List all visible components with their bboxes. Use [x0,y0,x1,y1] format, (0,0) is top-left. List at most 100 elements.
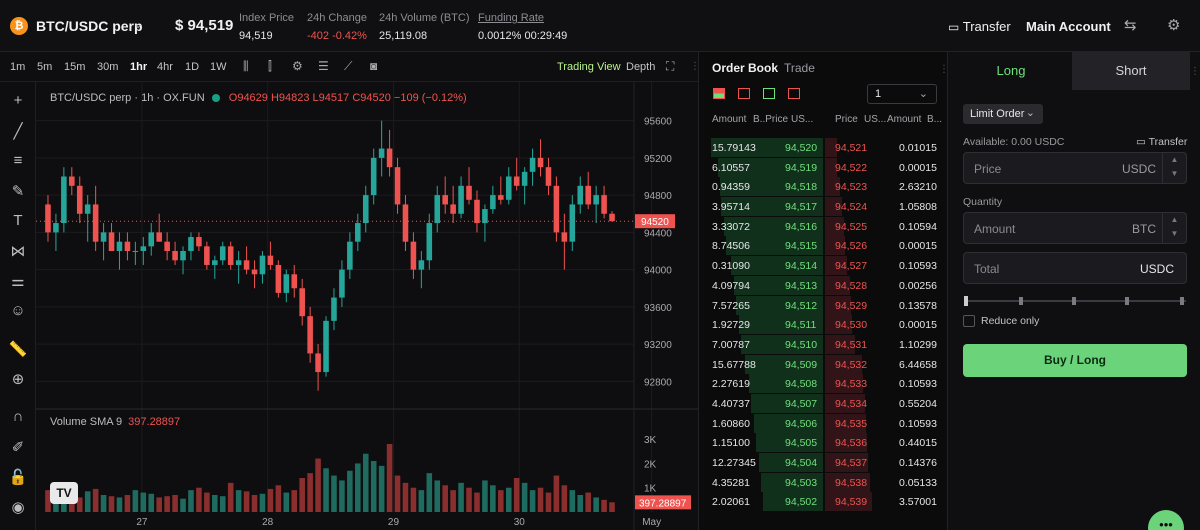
timeframe-1hr[interactable]: 1hr [130,61,148,73]
tradingview-logo: TV [50,482,78,504]
order-book-row[interactable]: 1.92729 94,511 94,530 0.00015 [699,315,949,335]
order-book-row[interactable]: 4.35281 94,503 94,538 0.05133 [699,472,949,493]
order-book-row[interactable]: 4.40737 94,507 94,534 0.55204 [699,393,949,414]
stat-label[interactable]: Funding Rate [478,12,545,24]
ask-price: 94,537 [835,457,868,469]
drag-handle-icon[interactable]: ⋮ [1190,66,1200,77]
prediction-icon[interactable]: ⚌ [11,273,25,290]
transfer-link[interactable]: ▭ Transfer [1136,136,1187,148]
order-book-row[interactable]: 0.94359 94,518 94,523 2.63210 [699,177,949,197]
slider-step[interactable] [1180,297,1184,305]
emoji-icon[interactable]: ☺ [10,302,26,319]
crosshair-icon[interactable]: + [13,92,23,109]
asks-only-icon[interactable] [738,88,751,99]
order-book-row[interactable]: 0.31090 94,514 94,527 0.10593 [699,256,949,276]
slider-handle[interactable] [964,296,968,306]
timeframe-1m[interactable]: 1m [10,61,26,73]
quantity-slider[interactable] [964,296,1186,306]
chat-icon[interactable]: ••• [1148,510,1184,530]
buy-long-button[interactable]: Buy / Long [963,344,1187,377]
slider-step[interactable] [1019,297,1023,305]
order-type-select[interactable]: Limit Order ⌄ [963,104,1043,124]
timeframe-15m[interactable]: 15m [64,61,86,73]
split-view-icon[interactable] [788,88,801,99]
fib-icon[interactable]: ≡ [13,152,23,169]
camera-icon[interactable]: ◙ [370,59,378,73]
candle-type-icon[interactable]: ⫼ [243,59,249,73]
tab-short[interactable]: Short [1072,52,1190,90]
pair-selector[interactable]: BTC/USDC perp [36,18,143,34]
swap-icon[interactable]: ⇆ [1124,17,1137,34]
order-book-row[interactable]: 2.02061 94,502 94,539 3.57001 [699,492,949,512]
order-book-row[interactable]: 12.27345 94,504 94,537 0.14376 [699,453,949,473]
order-book-row[interactable]: 4.09794 94,513 94,528 0.00256 [699,275,949,296]
volume-bar [188,490,194,512]
slider-step[interactable] [1072,297,1076,305]
total-field[interactable]: Total USDC [963,252,1187,284]
main-account-button[interactable]: Main Account [1026,19,1111,34]
settings-icon[interactable]: ⚙ [292,59,303,73]
bid-depth-bar [736,295,823,315]
transfer-button[interactable]: ▭ Transfer [948,19,1011,34]
tab-long[interactable]: Long [950,52,1072,90]
bids-only-icon[interactable] [763,88,776,99]
trading-view-tab[interactable]: Trading View [557,61,621,73]
candle-body [148,232,155,247]
order-book-row[interactable]: 3.33072 94,516 94,525 0.10594 [699,216,949,237]
bid-price: 94,512 [785,299,818,312]
reduce-only-checkbox[interactable]: Reduce only [963,315,1039,328]
order-book-row[interactable]: 1.60860 94,506 94,535 0.10593 [699,413,949,434]
amount-stepper[interactable]: ▲ ▼ [1162,213,1186,243]
trend-line-icon[interactable]: ╱ [13,123,23,140]
order-book-row[interactable]: 3.95714 94,517 94,524 1.05808 [699,197,949,217]
order-book-row[interactable]: 15.67788 94,509 94,532 6.44658 [699,354,949,375]
depth-tab[interactable]: Depth [626,61,656,73]
slider-step[interactable] [1125,297,1129,305]
chevron-down-icon[interactable]: ⌄ [133,17,144,31]
sliders-icon[interactable]: ☰ [318,59,329,73]
grouping-select[interactable]: 1 ⌄ [867,84,937,104]
header-ask-cur: US... [864,114,887,125]
candle-body [545,167,552,186]
price-stepper[interactable]: ▲ ▼ [1162,153,1186,183]
order-book-row[interactable]: 1.15100 94,505 94,536 0.44015 [699,433,949,453]
volume-bar [593,497,599,512]
order-book-row[interactable]: 8.74506 94,515 94,526 0.00015 [699,236,949,256]
zoom-in-icon[interactable]: ⊕ [11,371,25,388]
text-icon[interactable]: T [13,212,23,229]
amount-field[interactable]: Amount BTC ▲ ▼ [963,212,1187,244]
pattern-icon[interactable]: ⋈ [10,243,26,260]
timeframe-1w[interactable]: 1W [210,61,227,73]
chart-icon[interactable]: ⟋ [344,59,353,73]
indicators-icon[interactable]: ⫿ [268,59,272,73]
drag-handle-icon[interactable]: ⋮ [939,64,949,75]
eye-icon[interactable]: ◉ [11,499,25,516]
order-book-row[interactable]: 7.57265 94,512 94,529 0.13578 [699,295,949,316]
fullscreen-icon[interactable]: ⛶ [666,59,675,73]
timeframe-30m[interactable]: 30m [97,61,119,73]
candlestick-chart[interactable]: 95600 95200 94800 94400 94000 93600 93200 92800… [36,82,698,530]
magnet-icon[interactable]: ∩ [12,408,24,425]
order-book-row[interactable]: 7.00787 94,510 94,531 1.10299 [699,334,949,355]
gear-icon[interactable]: ⚙ [1167,17,1181,34]
ruler-icon[interactable]: 📏 [8,341,28,358]
timeframe-4hr[interactable]: 4hr [157,61,173,73]
tab-trade[interactable]: Trade [784,61,815,75]
volume-bar [585,492,591,512]
pencil-lock-icon[interactable]: ✐ [11,439,25,456]
order-book-row[interactable]: 6.10557 94,519 94,522 0.00015 [699,157,949,178]
drag-handle-icon[interactable]: ⋮ [690,61,700,72]
stat-funding-rate[interactable]: Funding Rate 0.0012% 00:29:49 [478,12,567,42]
brush-icon[interactable]: ✎ [11,183,25,200]
checkbox-icon[interactable] [963,315,975,328]
tab-order-book[interactable]: Order Book [712,61,779,75]
order-book-row[interactable]: 15.79143 94,520 94,521 0.01015 [699,138,949,158]
price-field[interactable]: Price USDC ▲ ▼ [963,152,1187,184]
both-sides-icon[interactable] [713,88,725,99]
price-chart[interactable]: 95600 95200 94800 94400 94000 93600 93200 92800… [36,82,698,530]
timeframe-1d[interactable]: 1D [185,61,200,73]
stat-index-price: Index Price 94,519 [239,12,294,42]
order-book-row[interactable]: 2.27619 94,508 94,533 0.10593 [699,374,949,394]
lock-icon[interactable]: 🔓 [8,469,28,486]
timeframe-5m[interactable]: 5m [37,61,53,73]
